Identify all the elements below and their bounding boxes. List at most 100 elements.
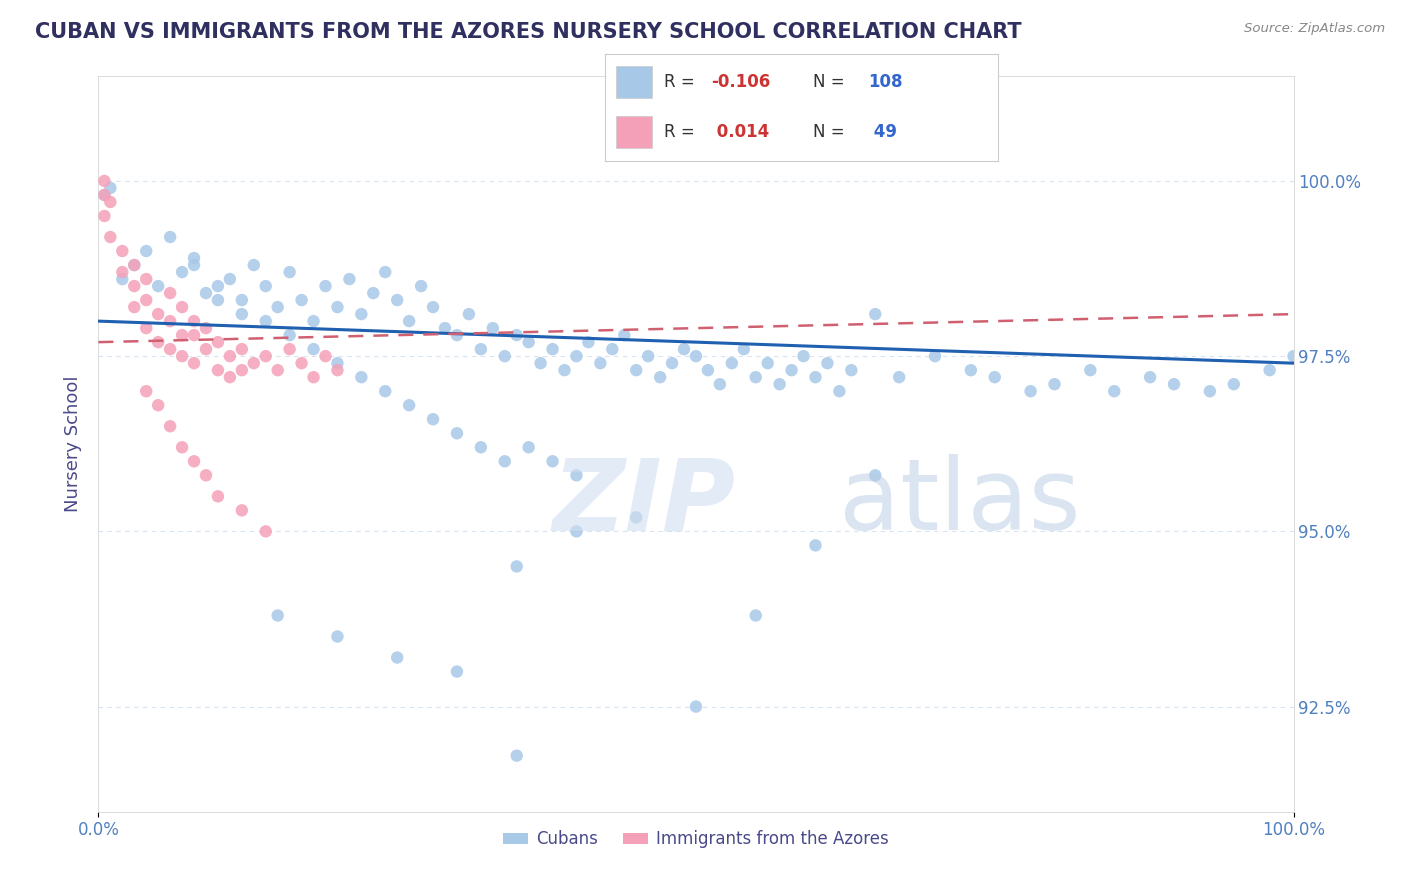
Point	[470, 342, 492, 356]
Point	[697, 363, 720, 377]
Point	[124, 279, 146, 293]
Point	[506, 748, 529, 763]
Point	[374, 384, 396, 399]
Point	[960, 363, 983, 377]
Point	[793, 349, 815, 363]
Point	[804, 538, 827, 552]
Point	[111, 265, 134, 279]
Point	[1163, 377, 1185, 392]
Text: R =: R =	[664, 123, 695, 141]
Point	[865, 468, 887, 483]
Point	[93, 209, 115, 223]
Point	[183, 251, 205, 265]
Point	[446, 328, 468, 343]
Point	[267, 608, 290, 623]
Point	[124, 258, 146, 272]
Point	[721, 356, 744, 370]
Point	[815, 356, 838, 370]
Point	[172, 328, 194, 343]
Point	[1282, 349, 1305, 363]
Point	[195, 468, 218, 483]
Point	[745, 608, 768, 623]
Point	[124, 300, 146, 314]
Point	[626, 510, 648, 524]
Point	[841, 363, 863, 377]
Text: R =: R =	[664, 73, 695, 91]
Point	[398, 314, 420, 328]
Point	[148, 279, 170, 293]
Point	[207, 335, 229, 350]
Point	[207, 279, 229, 293]
Point	[243, 356, 266, 370]
Point	[1199, 384, 1222, 399]
Point	[231, 363, 253, 377]
Point	[219, 349, 242, 363]
Point	[685, 699, 707, 714]
Point	[350, 307, 373, 321]
Point	[148, 398, 170, 412]
Point	[159, 230, 181, 244]
Point	[135, 293, 157, 307]
Point	[159, 286, 181, 301]
Point	[159, 314, 181, 328]
Point	[924, 349, 946, 363]
Point	[172, 300, 194, 314]
Point	[494, 349, 516, 363]
Point	[506, 559, 529, 574]
Point	[637, 349, 659, 363]
Point	[326, 630, 349, 644]
Point	[565, 349, 588, 363]
Point	[565, 468, 588, 483]
Point	[458, 307, 481, 321]
Point	[411, 279, 433, 293]
Bar	[616, 66, 652, 98]
Point	[326, 363, 349, 377]
Point	[291, 356, 314, 370]
Point	[385, 293, 409, 307]
Point	[828, 384, 851, 399]
Point	[195, 286, 218, 301]
Point	[768, 377, 790, 392]
Point	[578, 335, 600, 350]
Text: atlas: atlas	[839, 454, 1081, 551]
Point	[1139, 370, 1161, 384]
Point	[254, 524, 277, 539]
Point	[183, 314, 205, 328]
Point	[446, 426, 468, 441]
Point	[1104, 384, 1126, 399]
Point	[506, 328, 529, 343]
Point	[589, 356, 612, 370]
Point	[195, 342, 218, 356]
Point	[374, 265, 396, 279]
Bar	[616, 116, 652, 148]
Point	[93, 174, 115, 188]
Point	[554, 363, 576, 377]
Point	[111, 272, 134, 286]
Point	[291, 293, 314, 307]
Point	[350, 370, 373, 384]
Point	[1258, 363, 1281, 377]
Text: N =: N =	[813, 73, 845, 91]
Point	[398, 398, 420, 412]
Point	[648, 370, 672, 384]
Text: -0.106: -0.106	[711, 73, 770, 91]
Point	[207, 293, 229, 307]
Point	[481, 321, 505, 335]
Point	[984, 370, 1007, 384]
Point	[613, 328, 636, 343]
Point	[135, 321, 157, 335]
Point	[1223, 377, 1246, 392]
Point	[98, 181, 122, 195]
Text: ZIP: ZIP	[553, 454, 735, 551]
Point	[756, 356, 779, 370]
Point	[183, 454, 205, 468]
Point	[315, 349, 337, 363]
Point	[865, 307, 887, 321]
Point	[135, 384, 157, 399]
Point	[1019, 384, 1042, 399]
Text: Source: ZipAtlas.com: Source: ZipAtlas.com	[1244, 22, 1385, 36]
Point	[733, 342, 755, 356]
Point	[278, 265, 301, 279]
Point	[195, 321, 218, 335]
Point	[745, 370, 768, 384]
